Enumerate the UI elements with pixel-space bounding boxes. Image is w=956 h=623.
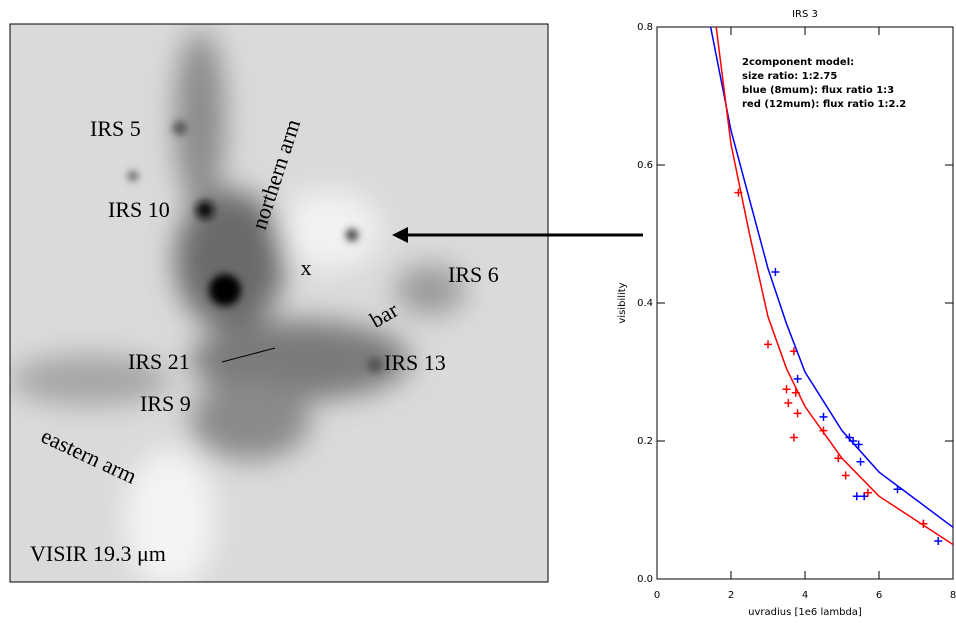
model-curve bbox=[709, 27, 953, 528]
y-tick-label: 0.6 bbox=[637, 160, 653, 171]
x-tick-label: 2 bbox=[728, 590, 734, 601]
image-label: IRS 9 bbox=[140, 391, 191, 416]
data-point bbox=[834, 454, 843, 463]
data-point bbox=[863, 488, 872, 497]
y-tick-label: 0.2 bbox=[637, 436, 653, 447]
data-point bbox=[841, 471, 850, 480]
annotation: 2component model: bbox=[742, 57, 854, 68]
annotation: blue (8mum): flux ratio 1:3 bbox=[742, 85, 894, 96]
image-label: IRS 21 bbox=[128, 349, 190, 374]
image-label: IRS 10 bbox=[108, 197, 170, 222]
x-tick-label: 6 bbox=[876, 590, 882, 601]
image-label: IRS 5 bbox=[90, 116, 141, 141]
image-label: x bbox=[301, 255, 312, 280]
data-point bbox=[860, 492, 869, 501]
data-point bbox=[771, 267, 780, 276]
y-tick-label: 0.8 bbox=[637, 22, 653, 33]
y-tick-label: 0.0 bbox=[637, 574, 653, 585]
image-label: IRS 6 bbox=[448, 262, 499, 287]
image-label: VISIR 19.3 μm bbox=[30, 541, 166, 566]
image-frame bbox=[9, 23, 549, 583]
annotation: red (12mum): flux ratio 1:2.2 bbox=[742, 99, 906, 110]
arrow-head bbox=[392, 227, 408, 243]
annotation: size ratio: 1:2.75 bbox=[742, 71, 837, 82]
data-point bbox=[856, 457, 865, 466]
x-axis-label: uvradius [1e6 lambda] bbox=[748, 607, 862, 618]
y-tick-label: 0.4 bbox=[637, 298, 653, 309]
data-point bbox=[854, 440, 863, 449]
image-label: IRS 13 bbox=[384, 350, 446, 375]
y-axis-label: visibility bbox=[617, 282, 628, 323]
data-point bbox=[793, 409, 802, 418]
pointer-line bbox=[221, 347, 276, 363]
x-tick-label: 4 bbox=[802, 590, 808, 601]
chart-title: IRS 3 bbox=[792, 9, 818, 20]
x-tick-label: 0 bbox=[654, 590, 660, 601]
data-point bbox=[782, 385, 791, 394]
data-point bbox=[793, 374, 802, 383]
data-point bbox=[764, 340, 772, 349]
x-tick-label: 8 bbox=[950, 590, 956, 601]
data-point bbox=[819, 412, 828, 421]
sky-image bbox=[10, 24, 548, 582]
data-point bbox=[784, 399, 793, 408]
data-point bbox=[789, 433, 798, 442]
data-point bbox=[934, 537, 943, 546]
plot-area bbox=[709, 27, 953, 546]
data-point bbox=[852, 492, 861, 501]
data-point bbox=[845, 433, 854, 442]
model-curve bbox=[715, 27, 953, 546]
